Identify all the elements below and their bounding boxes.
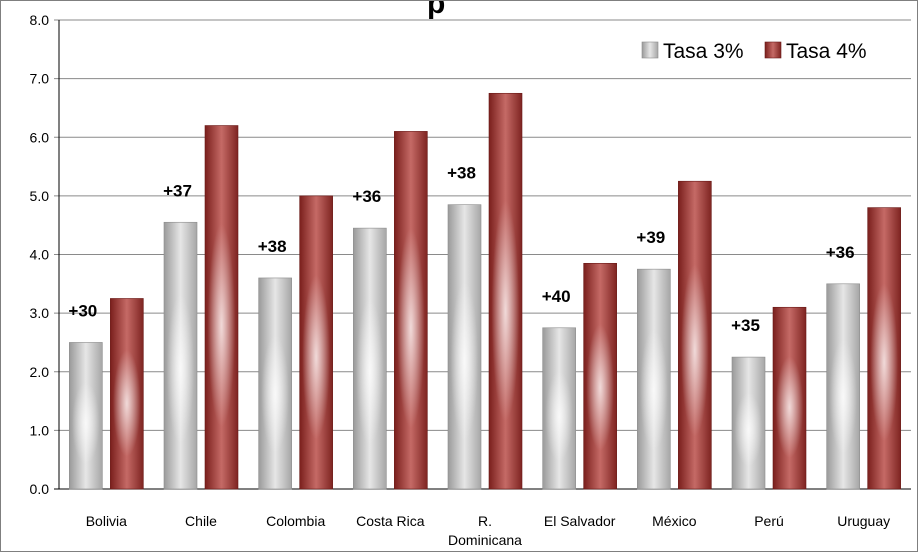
difference-annotation: +37	[163, 181, 192, 200]
y-tick-label: 4.0	[30, 247, 50, 263]
bar-highlight	[302, 275, 331, 440]
x-category-label: Bolivia	[86, 513, 127, 529]
x-category-label: México	[652, 513, 697, 529]
bar-highlight	[775, 356, 804, 459]
x-category-label: Perú	[754, 513, 784, 529]
x-category-label: Dominicana	[448, 532, 522, 548]
x-category-label: Uruguay	[837, 513, 890, 529]
difference-annotation: +38	[258, 237, 287, 256]
chart-title-fragment: p	[427, 1, 445, 20]
y-tick-label: 6.0	[30, 129, 50, 145]
y-tick-label: 0.0	[30, 481, 50, 497]
bar-highlight	[207, 223, 236, 428]
legend-swatch-tasa-4	[764, 41, 782, 59]
difference-annotation: +38	[447, 164, 476, 183]
difference-annotation: +35	[731, 316, 760, 335]
bar-highlight	[491, 200, 520, 422]
x-category-label: Colombia	[266, 513, 325, 529]
y-tick-label: 1.0	[30, 422, 50, 438]
x-category-label: El Salvador	[544, 513, 616, 529]
difference-annotation: +36	[826, 243, 855, 262]
y-tick-label: 2.0	[30, 364, 50, 380]
x-category-label: R.	[478, 513, 492, 529]
legend-label-tasa-3: Tasa 3%	[663, 40, 744, 63]
difference-annotation: +30	[68, 301, 97, 320]
bar-highlight	[450, 281, 479, 441]
labels: Bolivia +30 Chile +37 Colombia +38 Costa Rica +…	[68, 164, 890, 548]
bar-highlight	[545, 371, 574, 462]
y-tick-label: 3.0	[30, 305, 50, 321]
bar-highlight	[586, 324, 615, 451]
bar-highlight	[396, 227, 425, 429]
bar-highlight	[734, 392, 763, 467]
x-category-label: Chile	[185, 513, 217, 529]
bar-highlight	[71, 382, 100, 465]
bar-highlight	[680, 264, 709, 437]
bar-highlight	[829, 339, 858, 455]
y-tick-label: 7.0	[30, 71, 50, 87]
bars	[69, 92, 901, 490]
axes: 0.0 1.0 2.0 3.0 4.0 5.0 6.0 7.0 8.0	[30, 12, 60, 497]
x-category-label: Costa Rica	[356, 513, 425, 529]
legend-swatch-tasa-3	[641, 41, 659, 59]
difference-annotation: +36	[352, 187, 381, 206]
legend-label-tasa-4: Tasa 4%	[786, 40, 867, 63]
y-tick-label: 5.0	[30, 188, 50, 204]
bar-highlight	[639, 328, 668, 452]
y-tick-label: 8.0	[30, 12, 50, 28]
bar-highlight	[261, 334, 290, 454]
bar-highlight	[112, 349, 141, 457]
difference-annotation: +40	[542, 287, 571, 306]
difference-annotation: +39	[636, 228, 665, 247]
bar-highlight	[355, 298, 384, 445]
bar-highlight	[870, 283, 899, 442]
legend: Tasa 3% Tasa 4%	[641, 40, 867, 63]
bar-highlight	[166, 294, 195, 444]
